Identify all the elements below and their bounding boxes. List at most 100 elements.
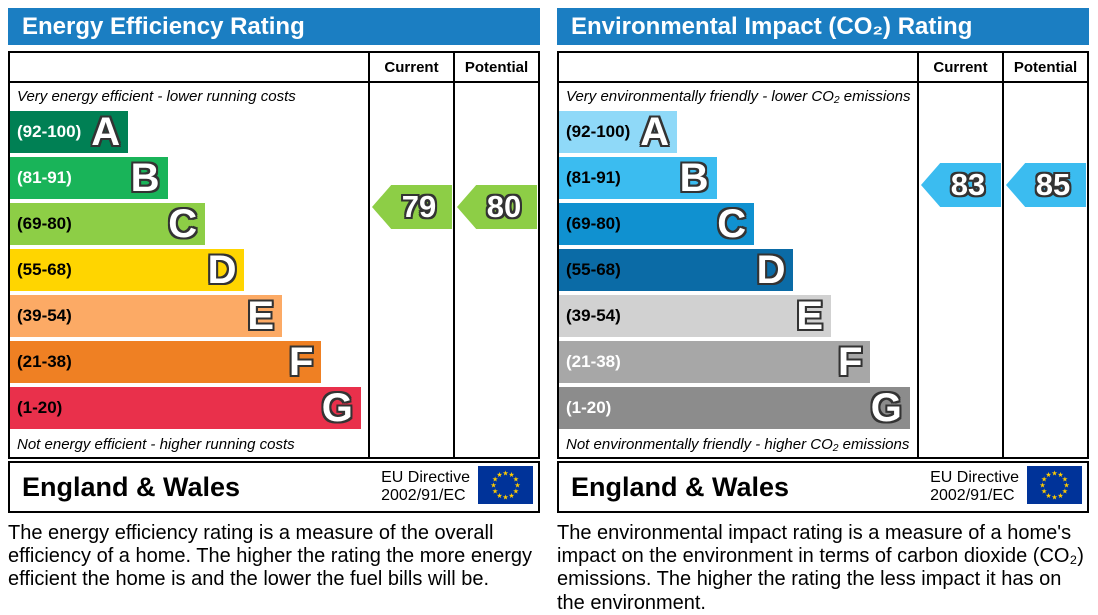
band-g: (1-20) G <box>10 387 361 429</box>
band-letter: E <box>796 294 824 338</box>
band-range-label: (55-68) <box>17 260 72 279</box>
table-body: Very environmentally friendly - lower CO… <box>559 83 1087 457</box>
eu-directive-line1: EU Directive <box>930 469 1019 487</box>
band-range-label: (55-68) <box>566 260 621 279</box>
top-note: Very environmentally friendly - lower CO… <box>566 87 911 105</box>
band-a: (92-100) A <box>559 111 678 153</box>
svg-text:★: ★ <box>508 471 514 479</box>
band-range-label: (39-54) <box>566 306 621 325</box>
band-range-label: (69-80) <box>566 214 621 233</box>
band-c: (69-80) C <box>559 203 755 245</box>
band-range-label: (92-100) <box>566 122 631 141</box>
potential-column: 80 <box>453 83 538 457</box>
energy-efficiency-description: The energy efficiency rating is a measur… <box>8 522 533 591</box>
table-body: Very energy efficient - lower running co… <box>10 83 538 457</box>
environmental-impact-description: The environmental impact rating is a mea… <box>557 522 1084 614</box>
svg-text:★: ★ <box>1063 481 1069 489</box>
band-range-label: (81-91) <box>17 168 72 187</box>
table-header-row: Current Potential <box>559 53 1087 83</box>
eu-directive-line2: 2002/91/EC <box>381 487 466 504</box>
band-row-e: (39-54) E <box>10 293 368 339</box>
rating-scale: Very energy efficient - lower running co… <box>10 83 368 457</box>
band-row-g: (1-20) G <box>559 385 917 431</box>
svg-text:★: ★ <box>1041 475 1047 483</box>
band-row-a: (92-100) A <box>10 109 368 155</box>
current-column-header: Current <box>917 53 1002 81</box>
band-letter: F <box>289 340 314 384</box>
band-letter: B <box>679 156 709 200</box>
potential-rating-arrow: 80 <box>457 185 537 229</box>
svg-text:★: ★ <box>1039 481 1045 489</box>
svg-text:★: ★ <box>508 491 514 499</box>
band-range-label: (21-38) <box>566 352 621 371</box>
band-letter: G <box>870 386 902 430</box>
band-range-label: (69-80) <box>17 214 72 233</box>
svg-text:★: ★ <box>490 481 496 489</box>
svg-text:★: ★ <box>492 487 498 495</box>
band-row-a: (92-100) A <box>559 109 917 155</box>
svg-text:★: ★ <box>1057 471 1063 479</box>
region-label: England & Wales <box>22 471 241 502</box>
potential-column: 85 <box>1002 83 1087 457</box>
band-row-e: (39-54) E <box>559 293 917 339</box>
band-f: (21-38) F <box>559 340 871 384</box>
potential-rating-value: 80 <box>486 189 522 224</box>
band-row-c: (69-80) C <box>559 201 917 247</box>
current-column: 79 <box>368 83 453 457</box>
band-range-label: (1-20) <box>566 398 612 417</box>
england-wales-footer: England & Wales EU Directive 2002/91/EC … <box>557 461 1089 513</box>
eu-flag-icon: ★ ★ ★ ★ ★ ★ ★ ★ ★ ★ ★ ★ <box>1027 465 1082 509</box>
band-f: (21-38) F <box>10 340 322 384</box>
svg-text:★: ★ <box>1041 487 1047 495</box>
band-letter: A <box>91 110 121 154</box>
eu-directive-label: EU Directive 2002/91/EC <box>930 469 1019 505</box>
potential-rating-arrow: 85 <box>1006 163 1086 207</box>
table-header-row: Current Potential <box>10 53 538 83</box>
rating-scale: Very environmentally friendly - lower CO… <box>559 83 917 457</box>
svg-text:★: ★ <box>1062 475 1068 483</box>
current-rating-arrow: 83 <box>921 163 1001 207</box>
band-range-label: (1-20) <box>17 398 63 417</box>
top-note: Very energy efficient - lower running co… <box>17 87 296 105</box>
current-column-header: Current <box>368 53 453 81</box>
band-letter: F <box>838 340 863 384</box>
band-letter: D <box>207 248 237 292</box>
svg-text:★: ★ <box>514 481 520 489</box>
band-row-d: (55-68) D <box>10 247 368 293</box>
svg-text:★: ★ <box>1045 491 1051 499</box>
region-label: England & Wales <box>571 471 790 502</box>
band-d: (55-68) D <box>10 248 245 292</box>
eu-directive-line2: 2002/91/EC <box>930 487 1015 504</box>
svg-text:★: ★ <box>492 475 498 483</box>
svg-text:★: ★ <box>502 493 508 501</box>
band-g: (1-20) G <box>559 387 910 429</box>
band-row-b: (81-91) B <box>10 155 368 201</box>
band-letter: C <box>168 202 198 246</box>
band-row-c: (69-80) C <box>10 201 368 247</box>
band-e: (39-54) E <box>10 294 283 338</box>
energy-efficiency-title: Energy Efficiency Rating <box>8 8 540 45</box>
bottom-note: Not energy efficient - higher running co… <box>17 435 295 453</box>
current-rating-value: 83 <box>950 167 986 202</box>
band-range-label: (39-54) <box>17 306 72 325</box>
band-letter: E <box>247 294 275 338</box>
current-rating-value: 79 <box>401 189 437 224</box>
band-range-label: (81-91) <box>566 168 621 187</box>
svg-text:★: ★ <box>1062 487 1068 495</box>
environmental-impact-panel: Environmental Impact (CO₂) Rating Curren… <box>557 8 1089 615</box>
environmental-impact-table: Current Potential Very environmentally f… <box>557 51 1089 459</box>
band-letter: B <box>130 156 160 200</box>
band-range-label: (21-38) <box>17 352 72 371</box>
svg-text:★: ★ <box>1051 469 1057 477</box>
rating-scale-header-cell <box>10 53 368 81</box>
band-letter: D <box>756 248 786 292</box>
environmental-impact-title: Environmental Impact (CO₂) Rating <box>557 8 1089 45</box>
band-d: (55-68) D <box>559 248 794 292</box>
svg-text:★: ★ <box>502 469 508 477</box>
svg-text:★: ★ <box>513 487 519 495</box>
band-row-b: (81-91) B <box>559 155 917 201</box>
rating-scale-header-cell <box>559 53 917 81</box>
band-row-f: (21-38) F <box>10 339 368 385</box>
potential-column-header: Potential <box>453 53 538 81</box>
